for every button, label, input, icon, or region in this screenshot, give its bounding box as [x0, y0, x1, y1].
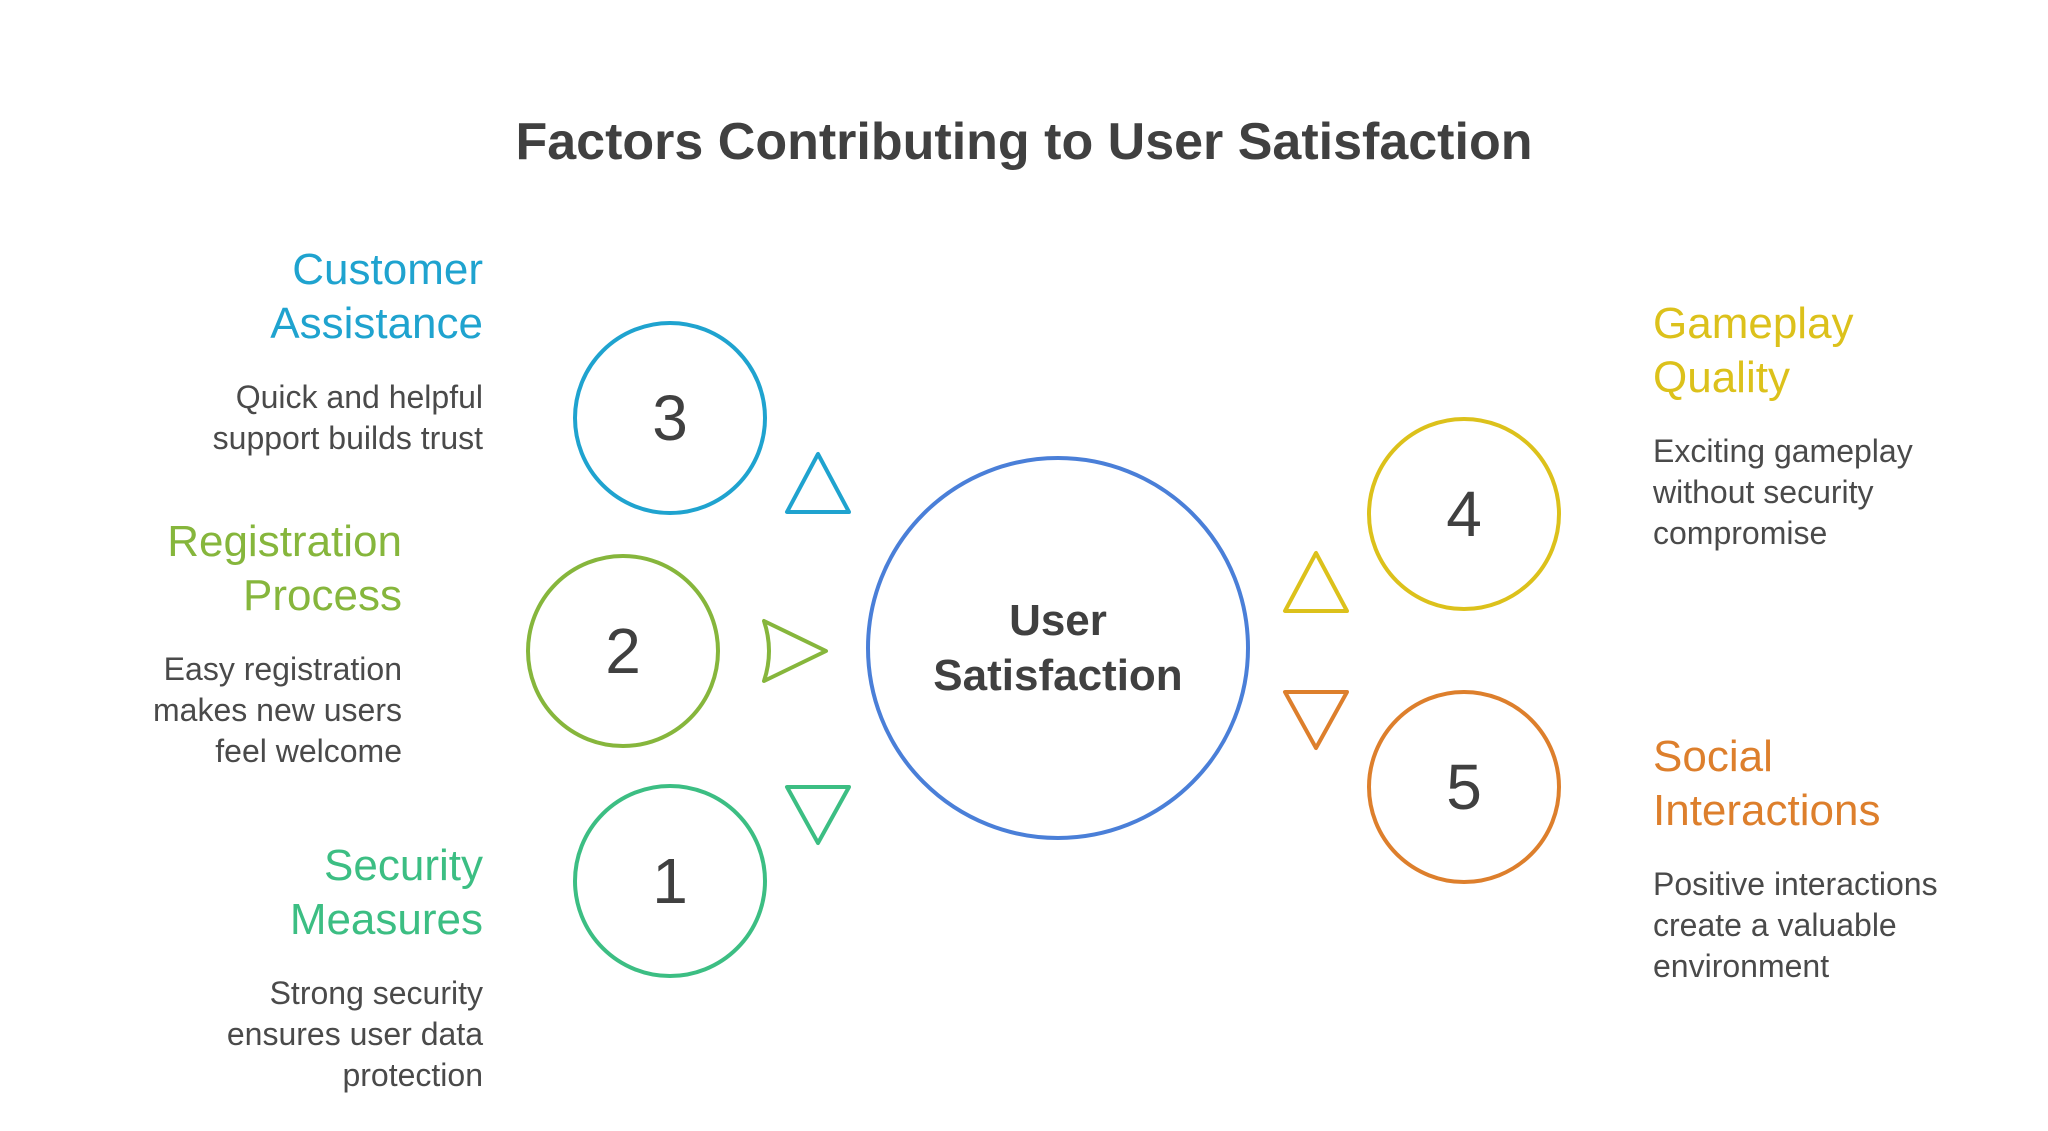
factor-heading: Social Interactions [1653, 730, 1938, 838]
heading-line-2: Process [243, 571, 402, 620]
factor-gameplay-quality: Gameplay Quality Exciting gameplay witho… [1653, 297, 1913, 554]
arrow-up-icon-factor-3 [785, 452, 851, 514]
arrow-up-icon-factor-4 [1283, 551, 1349, 613]
arrow-right-icon-factor-2 [762, 619, 828, 683]
factor-heading: Customer Assistance [213, 243, 483, 351]
factor-heading: Gameplay Quality [1653, 297, 1913, 405]
factor-security-measures: Security Measures Strong security ensure… [227, 839, 483, 1096]
heading-line-2: Interactions [1653, 786, 1881, 835]
center-label-line-1: User [1009, 596, 1107, 645]
heading-line-2: Measures [289, 895, 483, 944]
factor-heading: Registration Process [153, 515, 402, 623]
center-label-line-2: Satisfaction [933, 651, 1183, 700]
desc-line-2: support builds trust [212, 420, 483, 456]
factor-description: Quick and helpful support builds trust [213, 377, 483, 459]
factor-description: Exciting gameplay without security compr… [1653, 431, 1913, 554]
factor-description: Strong security ensures user data protec… [227, 973, 483, 1096]
factor-description: Positive interactions create a valuable … [1653, 864, 1938, 987]
circle-factor-3 [573, 321, 767, 515]
heading-line-1: Social [1653, 732, 1773, 781]
arrow-down-icon-factor-1 [785, 785, 851, 845]
diagram-title: Factors Contributing to User Satisfactio… [515, 113, 1533, 171]
heading-line-1: Gameplay [1653, 299, 1854, 348]
desc-line-1: Easy registration [163, 651, 402, 687]
factor-social-interactions: Social Interactions Positive interaction… [1653, 730, 1938, 987]
center-label: User Satisfaction [868, 458, 1248, 838]
factor-number-4: 4 [1446, 478, 1482, 550]
desc-line-2: ensures user data [226, 1016, 483, 1052]
desc-line-1: Exciting gameplay [1653, 433, 1913, 469]
desc-line-1: Quick and helpful [235, 379, 483, 415]
arrow-down-icon-factor-5 [1283, 690, 1349, 750]
desc-line-3: protection [342, 1057, 483, 1093]
desc-line-1: Strong security [269, 975, 483, 1011]
desc-line-3: feel welcome [215, 733, 402, 769]
heading-line-2: Quality [1653, 353, 1790, 402]
circle-factor-5 [1367, 690, 1561, 884]
center-circle [866, 456, 1250, 840]
factor-registration-process: Registration Process Easy registration m… [153, 515, 402, 772]
heading-line-1: Security [324, 841, 483, 890]
factor-number-5: 5 [1446, 751, 1482, 823]
factor-customer-assistance: Customer Assistance Quick and helpful su… [213, 243, 483, 459]
factor-number-1: 1 [652, 845, 688, 917]
factor-number-3: 3 [652, 382, 688, 454]
desc-line-3: environment [1653, 948, 1830, 984]
heading-line-2: Assistance [270, 299, 483, 348]
factor-description: Easy registration makes new users feel w… [153, 649, 402, 772]
desc-line-3: compromise [1653, 515, 1828, 551]
circle-factor-1 [573, 784, 767, 978]
desc-line-2: makes new users [153, 692, 402, 728]
circle-factor-2 [526, 554, 720, 748]
heading-line-1: Customer [292, 245, 483, 294]
desc-line-1: Positive interactions [1653, 866, 1938, 902]
desc-line-2: without security [1653, 474, 1874, 510]
heading-line-1: Registration [167, 517, 402, 566]
factor-number-2: 2 [605, 615, 641, 687]
factor-heading: Security Measures [227, 839, 483, 947]
desc-line-2: create a valuable [1653, 907, 1897, 943]
circle-factor-4 [1367, 417, 1561, 611]
